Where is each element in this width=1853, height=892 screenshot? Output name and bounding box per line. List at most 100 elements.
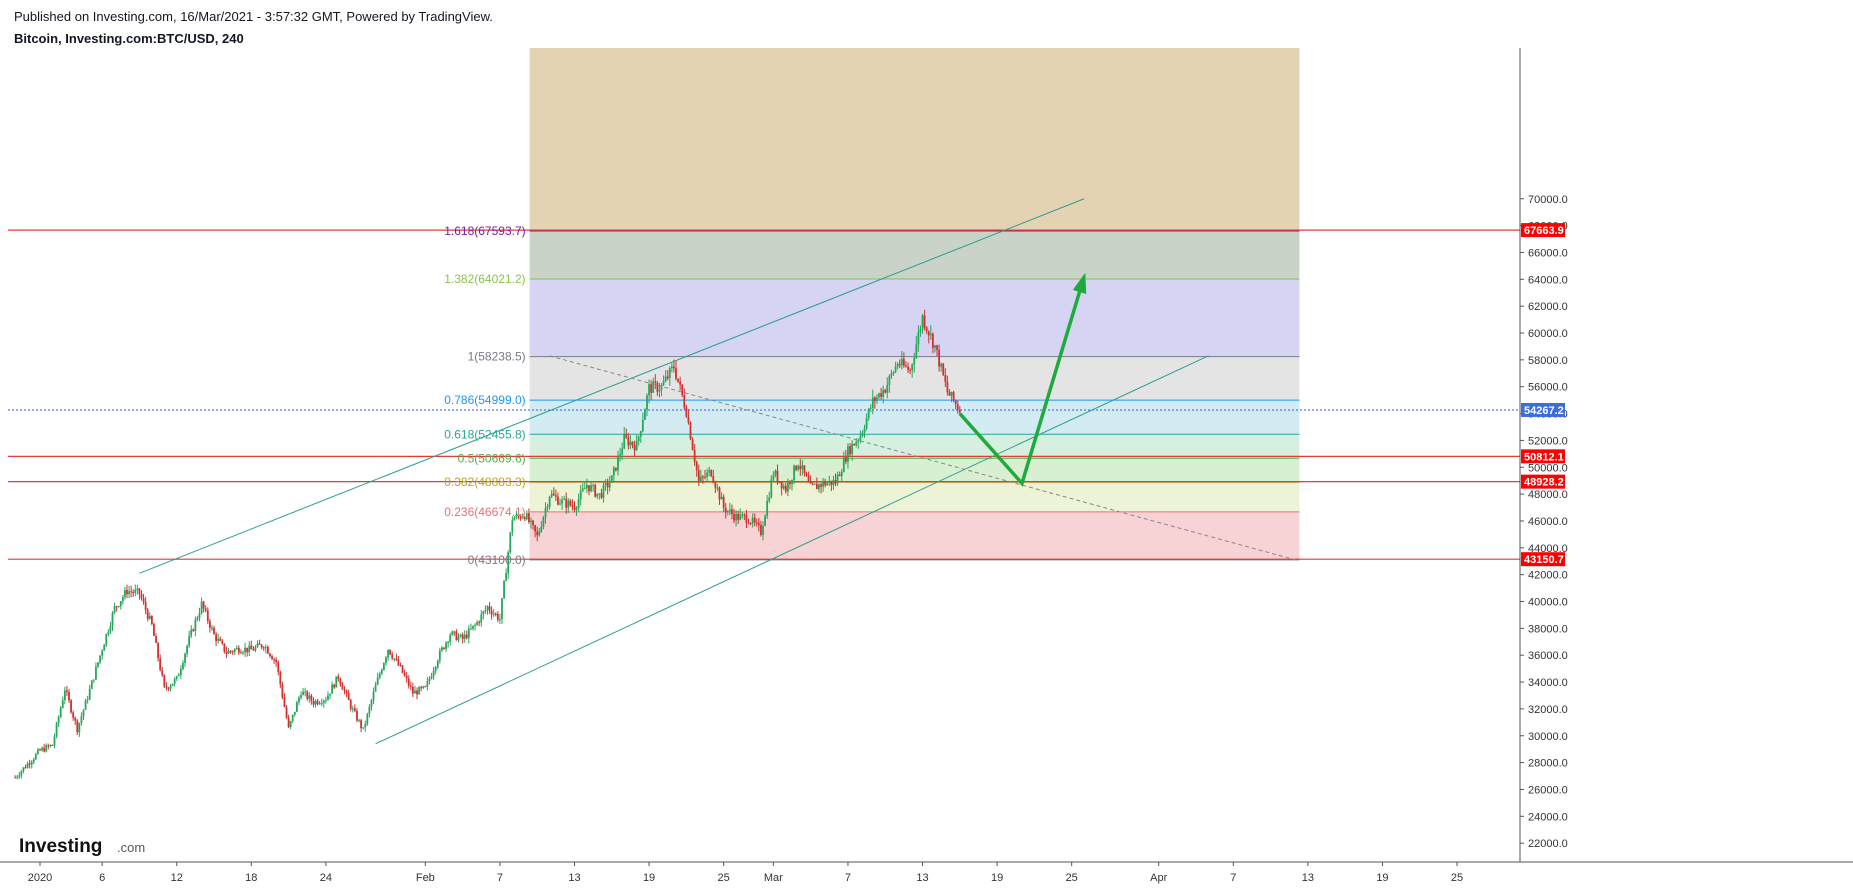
x-tick-label: 19 [991, 872, 1003, 884]
candle-up [329, 693, 331, 696]
candle-up [658, 389, 661, 392]
candle-up [314, 700, 317, 705]
candle-down [401, 665, 404, 673]
candle-up [797, 465, 800, 470]
candle-up [30, 761, 33, 765]
candle-down [600, 493, 603, 498]
candle-up [546, 506, 549, 509]
candle-up [169, 685, 172, 689]
candle-up [859, 436, 862, 441]
price-tag-label: 54267.2 [1524, 405, 1564, 417]
candle-up [254, 646, 257, 651]
candle-up [513, 517, 516, 521]
candle-up [888, 375, 891, 385]
candle-up [521, 517, 524, 519]
candle-up [432, 671, 435, 677]
channel-upper-line [139, 198, 1085, 574]
candle-down [275, 659, 278, 663]
y-tick-label: 32000.0 [1528, 704, 1568, 716]
candle-up [327, 695, 329, 701]
fib-level-label: 1(58238.5) [468, 350, 526, 364]
investing-logo: Investing .com [19, 836, 145, 857]
x-tick-label: 2020 [28, 872, 52, 884]
candle-up [37, 749, 39, 754]
candle-up [368, 706, 371, 714]
candle-down [138, 588, 141, 594]
candle-down [697, 469, 700, 482]
candle-up [378, 673, 381, 678]
candle-up [492, 613, 495, 615]
candle-down [14, 777, 17, 779]
candle-up [362, 727, 365, 729]
candle-up [55, 723, 58, 737]
horizontal-levels [8, 229, 1520, 560]
x-tick-label: 7 [1230, 872, 1236, 884]
candle-down [689, 422, 692, 440]
candle-down [909, 370, 911, 372]
candle-up [380, 670, 383, 674]
candle-down [760, 525, 762, 535]
candle-down [615, 467, 617, 471]
candle-up [832, 480, 835, 486]
candle-down [606, 482, 609, 488]
candle-down [873, 397, 876, 401]
candle-up [619, 454, 621, 457]
candle-down [944, 375, 947, 383]
x-tick-label: 24 [320, 872, 332, 884]
candle-up [175, 676, 178, 680]
candle-down [66, 690, 68, 692]
candle-up [302, 691, 305, 696]
y-tick-label: 42000.0 [1528, 570, 1568, 582]
candle-down [565, 498, 568, 508]
candle-down [252, 649, 255, 651]
candle-up [590, 485, 592, 492]
y-tick-label: 40000.0 [1528, 597, 1568, 609]
candle-up [370, 700, 373, 707]
candle-down [718, 487, 721, 500]
candle-up [550, 493, 553, 497]
candle-down [712, 476, 715, 483]
candle-down [946, 382, 949, 393]
fib-level-label: 0.5(50669.6) [458, 451, 526, 465]
fib-band [529, 279, 1300, 357]
candle-down [146, 610, 149, 619]
candle-down [517, 514, 520, 516]
candle-up [374, 684, 377, 692]
fibonacci-retracement [529, 48, 1300, 561]
candle-up [567, 500, 570, 508]
candle-up [418, 687, 421, 695]
fib-level-label: 0(43100.0) [468, 553, 526, 567]
candle-down [115, 606, 118, 608]
candle-down [824, 481, 827, 486]
candle-down [844, 457, 847, 462]
candle-up [372, 691, 375, 701]
candle-up [644, 409, 646, 421]
logo-wordmark: Investing [19, 836, 102, 857]
candle-down [167, 687, 170, 689]
candle-up [648, 384, 650, 396]
candle-down [677, 378, 679, 382]
candle-up [482, 611, 485, 615]
candle-up [813, 483, 816, 485]
candle-down [494, 613, 497, 615]
candle-down [310, 695, 313, 702]
candle-down [936, 345, 938, 350]
candle-down [803, 465, 806, 474]
candle-down [279, 671, 282, 685]
channel-lower-line [375, 355, 1209, 745]
candle-down [958, 409, 961, 413]
candle-down [923, 315, 926, 328]
candle-up [434, 667, 437, 672]
candle-up [670, 366, 673, 369]
candle-down [333, 684, 336, 688]
candle-up [121, 597, 124, 602]
candle-up [103, 644, 106, 651]
candle-up [867, 408, 870, 419]
candle-down [349, 700, 352, 709]
candle-down [150, 616, 153, 625]
candle-up [447, 641, 450, 643]
candle-up [728, 509, 731, 511]
candle-up [836, 474, 839, 484]
candle-down [229, 650, 232, 652]
